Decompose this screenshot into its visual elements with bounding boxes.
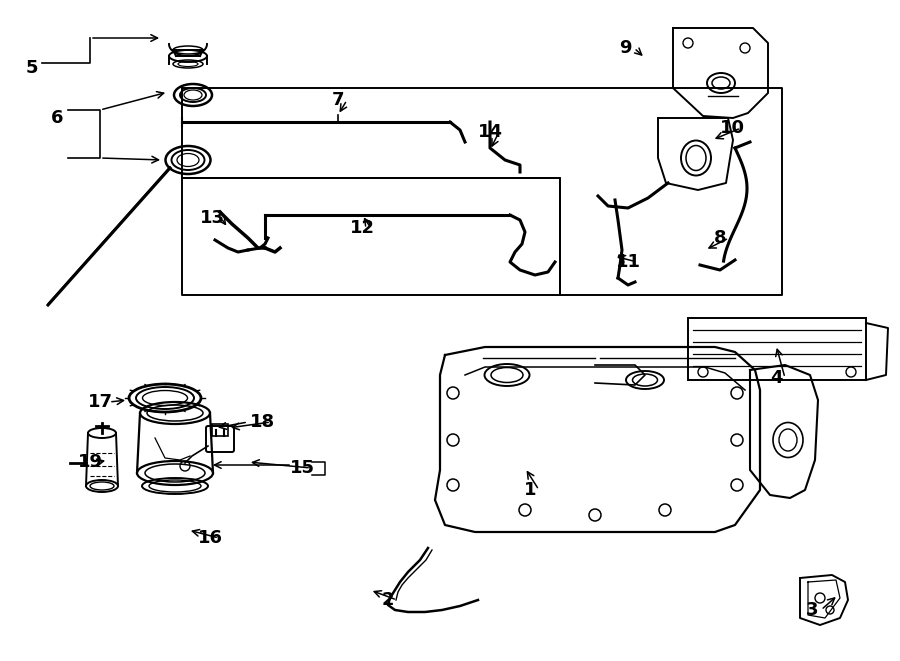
Text: 16: 16: [197, 529, 222, 547]
Text: 17: 17: [87, 393, 112, 411]
Text: 19: 19: [77, 453, 103, 471]
Text: 3: 3: [806, 601, 818, 619]
Text: 18: 18: [249, 413, 274, 431]
Text: 12: 12: [349, 219, 374, 237]
Text: 2: 2: [382, 591, 394, 609]
Text: 1: 1: [524, 481, 536, 499]
Text: 13: 13: [200, 209, 224, 227]
Text: 9: 9: [619, 39, 631, 57]
Text: 14: 14: [478, 123, 502, 141]
Text: 6: 6: [50, 109, 63, 127]
Bar: [212, 424, 228, 436]
Text: 11: 11: [616, 253, 641, 271]
Text: 10: 10: [719, 119, 744, 137]
Text: 4: 4: [770, 369, 782, 387]
Text: 7: 7: [332, 91, 344, 109]
Text: 15: 15: [290, 459, 314, 477]
Bar: [688, 318, 866, 380]
Text: 5: 5: [26, 59, 38, 77]
Text: 8: 8: [714, 229, 726, 247]
